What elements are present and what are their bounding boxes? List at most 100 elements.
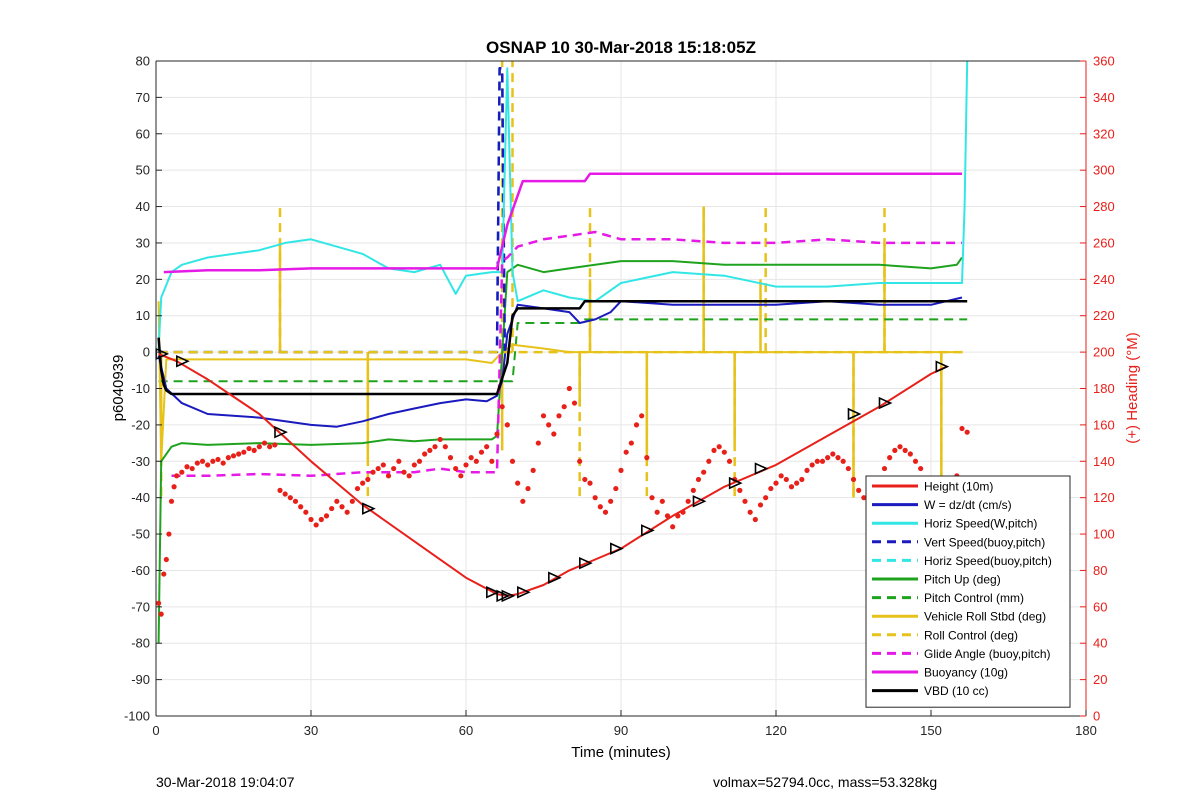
heading-point (546, 422, 552, 428)
height-marker (935, 360, 950, 373)
heading-point (499, 404, 505, 410)
heading-point (272, 442, 278, 448)
heading-point (205, 462, 211, 468)
heading-point (721, 449, 727, 455)
height-marker (641, 524, 655, 537)
heading-point (613, 485, 619, 492)
y-tick-label: -50 (131, 527, 150, 542)
heading-point (819, 458, 826, 464)
heading-point (525, 485, 531, 492)
heading-point (489, 458, 495, 464)
heading-point (215, 456, 221, 463)
heading-point (225, 455, 231, 461)
y-tick-label: 60 (136, 126, 150, 141)
y-tick-label: 40 (136, 199, 150, 214)
heading-point (494, 431, 500, 437)
heading-point (897, 444, 903, 450)
heading-point (608, 498, 614, 504)
heading-point (349, 498, 355, 504)
heading-point (308, 516, 314, 523)
y-tick-label: -30 (131, 454, 150, 469)
y2-tick-label: 60 (1093, 599, 1107, 614)
y2-tick-label: 180 (1093, 381, 1115, 396)
heading-point (210, 458, 216, 464)
legend-box (865, 475, 1071, 708)
heading-point (354, 485, 361, 492)
heading-point (401, 469, 407, 475)
legend-entry-label: W = dz/dt (cm/s) (924, 498, 1012, 512)
heading-point (318, 516, 324, 523)
heading-point (881, 465, 888, 472)
x-tick-label: 90 (614, 723, 628, 738)
height-marker (847, 407, 862, 421)
heading-point (468, 455, 474, 461)
heading-point (391, 465, 397, 472)
heading-point (582, 476, 588, 483)
heading-point (639, 413, 645, 419)
y2-tick-label: 120 (1093, 490, 1115, 505)
series-line-7 (157, 301, 962, 463)
height-marker (692, 495, 707, 508)
legend-entry-label: Pitch Control (mm) (924, 591, 1024, 605)
heading-point (171, 484, 177, 490)
heading-point (618, 467, 624, 473)
y-tick-label: -60 (131, 563, 150, 578)
heading-point (830, 451, 836, 457)
heading-point (179, 469, 185, 475)
heading-point (742, 498, 748, 504)
heading-point (768, 485, 774, 492)
heading-point (644, 455, 650, 461)
heading-point (664, 513, 671, 519)
y-tick-label: -40 (131, 490, 150, 505)
heading-point (654, 509, 660, 515)
legend-entry-label: Buoyancy (10g) (924, 666, 1008, 680)
y-tick-label: 70 (136, 90, 150, 105)
y-tick-label: -80 (131, 636, 150, 651)
heading-point (380, 462, 386, 468)
y-tick-label: 10 (136, 308, 150, 323)
heading-point (763, 495, 769, 501)
heading-point (422, 451, 428, 457)
heading-point (267, 444, 273, 450)
heading-point (158, 611, 164, 617)
heading-point (484, 444, 490, 450)
heading-point (571, 400, 578, 406)
y-tick-label: -10 (131, 381, 150, 396)
y-tick-label: 0 (143, 345, 150, 360)
heading-point (861, 495, 867, 501)
heading-point (856, 487, 862, 493)
heading-point (835, 455, 841, 461)
heading-point (360, 480, 366, 486)
height-marker (362, 502, 376, 515)
y2-tick-label: 0 (1093, 709, 1100, 724)
heading-point (602, 509, 609, 515)
y2-tick-label: 240 (1093, 272, 1115, 287)
heading-point (840, 458, 846, 464)
heading-point (551, 431, 557, 437)
legend-entry-label: Vehicle Roll Stbd (deg) (924, 610, 1046, 624)
heading-point (623, 449, 629, 455)
heading-point (385, 473, 392, 479)
heading-point (370, 469, 376, 475)
heading-point (809, 462, 815, 468)
series-line-3 (158, 67, 508, 354)
series-line-6 (158, 318, 968, 383)
heading-point (189, 465, 195, 472)
series-line-10 (163, 172, 962, 274)
heading-point (902, 447, 908, 453)
footer-timestamp: 30-Mar-2018 19:04:07 (156, 774, 295, 790)
legend-entry-label: Vert Speed(buoy,pitch) (924, 535, 1045, 549)
heading-point (447, 455, 454, 461)
heading-point (277, 487, 283, 493)
heading-point (540, 413, 547, 419)
heading-point (166, 531, 172, 537)
heading-point (561, 404, 567, 410)
y2-tick-label: 20 (1093, 672, 1107, 687)
heading-point (261, 440, 268, 446)
y-tick-label: -90 (131, 672, 150, 687)
height-marker (610, 542, 624, 555)
heading-point (577, 458, 583, 464)
heading-point (174, 473, 180, 479)
heading-point (344, 509, 350, 515)
